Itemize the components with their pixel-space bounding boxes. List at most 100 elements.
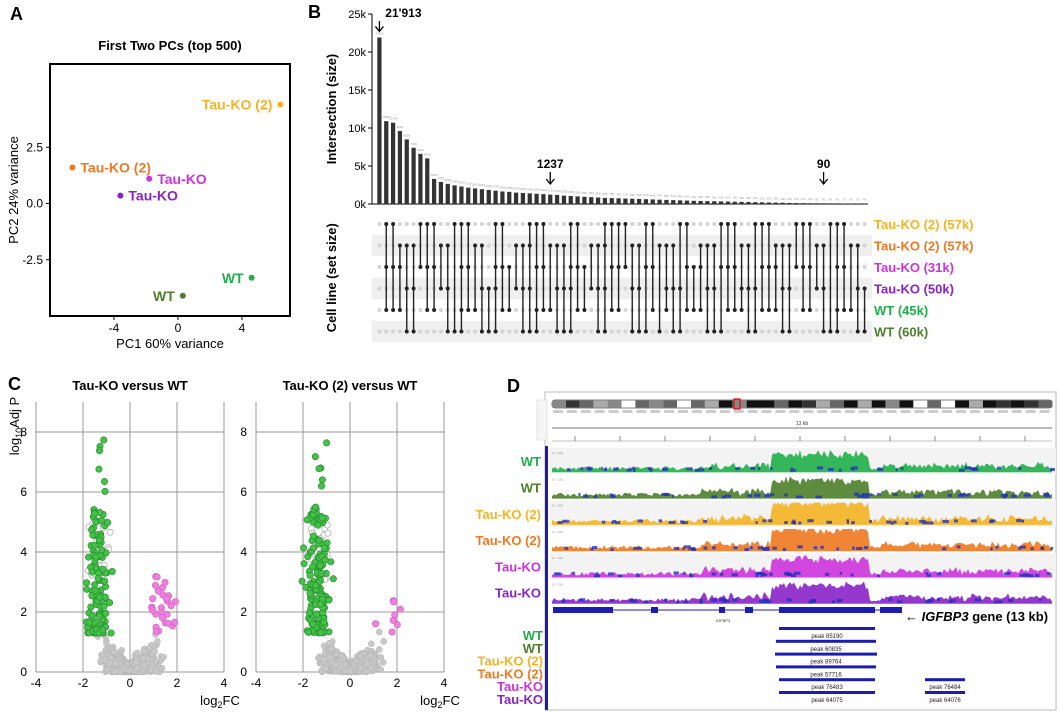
volcano-point-down xyxy=(309,564,315,570)
igv-ideogram-band xyxy=(872,401,886,408)
volcano-point-down xyxy=(307,590,313,596)
igv-peak-label: peak 89764 xyxy=(810,660,842,666)
igv-coverage-blue-segment xyxy=(1019,574,1026,577)
igv-coverage-blue-segment xyxy=(928,521,933,524)
volcano-point-up xyxy=(392,612,398,618)
upset-bar xyxy=(678,200,682,204)
upset-matrix-dot xyxy=(473,330,477,334)
upset-bar xyxy=(575,196,579,204)
upset-bar xyxy=(521,193,525,204)
volcano-point-ns xyxy=(325,530,331,536)
volcano-point-ns xyxy=(152,648,158,654)
igv-coverage-blue-segment xyxy=(618,574,623,577)
igv-coverage-blue-segment xyxy=(724,495,730,498)
upset-bar-value: 780 xyxy=(609,192,614,196)
igv-coverage-blue-segment xyxy=(951,599,956,602)
upset-matrix-dot xyxy=(562,222,566,226)
volcano-point-down xyxy=(316,465,322,471)
volcano-point-ns xyxy=(326,640,332,646)
igv-band-label xyxy=(998,410,1008,413)
volcano-point-ns xyxy=(118,668,124,674)
volcano-y-tick-label: 2 xyxy=(20,605,27,619)
upset-bar-value: 950 xyxy=(582,191,587,195)
upset-bar-value: 570 xyxy=(657,194,662,198)
upset-matrix-dot xyxy=(487,265,491,269)
upset-bar xyxy=(664,200,668,204)
igv-coverage-blue-segment xyxy=(877,574,880,577)
igv-coverage-blue-segment xyxy=(564,547,568,550)
upset-matrix-dot xyxy=(377,265,381,269)
upset-bar xyxy=(637,199,641,204)
igv-coverage-blue-segment xyxy=(672,495,674,498)
volcano-point-down xyxy=(101,478,107,484)
igv-ideogram-band xyxy=(802,401,816,408)
upset-matrix-dot xyxy=(767,330,771,334)
igv-coverage-blue-segment xyxy=(839,469,842,472)
igv-coverage-blue-segment xyxy=(864,546,868,549)
upset-bar-value: 510 xyxy=(671,194,676,198)
igv-ideogram-band xyxy=(635,401,649,408)
upset-bar-value: 260 xyxy=(746,196,751,200)
upset-matrix-dot xyxy=(439,308,443,312)
upset-annotation: 1237 xyxy=(537,157,564,171)
igv-coverage-blue-segment xyxy=(684,601,688,604)
upset-bar xyxy=(726,202,730,204)
igv-peak-bar xyxy=(779,691,875,694)
upset-matrix-dot xyxy=(514,308,518,312)
igv-coverage-blue-segment xyxy=(791,521,796,524)
upset-bar xyxy=(808,203,812,204)
upset-matrix-dot xyxy=(712,222,716,226)
upset-matrix-dot xyxy=(781,222,785,226)
igv-band-label xyxy=(553,410,563,413)
igv-coverage-blue-segment xyxy=(664,493,670,496)
igv-coverage-blue-segment xyxy=(592,546,597,549)
volcano-point-down xyxy=(96,594,102,600)
upset-bar-value: 400 xyxy=(698,195,703,199)
volcano-y-tick-label: 4 xyxy=(20,545,27,559)
igv-coverage-blue-segment xyxy=(905,522,908,525)
igv-peak-label: peak 64076 xyxy=(929,698,961,704)
igv-coverage-blue-segment xyxy=(889,598,892,601)
upset-matrix-dot xyxy=(658,222,662,226)
volcano-plot-tau-ko-2: Tau-KO (2) versus WT-4 -2 0 2 402468log2FC xyxy=(240,378,460,710)
upset-bar xyxy=(500,191,504,204)
volcano-point-ns xyxy=(358,653,364,659)
igv-ideogram-band xyxy=(622,401,636,408)
igv-coverage-blue-segment xyxy=(814,546,818,549)
volcano-point-down xyxy=(312,504,318,510)
upset-bar xyxy=(569,196,573,204)
igv-band-label xyxy=(942,410,952,413)
igv-coverage-blue-segment xyxy=(1003,494,1008,497)
igv-coverage-blue-segment xyxy=(719,598,726,601)
igv-coverage-blue-segment xyxy=(877,468,883,471)
pca-x-tick-label: 0 xyxy=(175,321,182,335)
volcano-point-down xyxy=(100,437,106,443)
igv-ideogram-band xyxy=(691,401,705,408)
upset-bar-value: 1200 xyxy=(554,189,561,193)
igv-coverage-blue-segment xyxy=(580,467,583,470)
volcano-point-down xyxy=(319,477,325,483)
igv-coverage-blue-segment xyxy=(1027,574,1033,577)
igv-coverage-blue-segment xyxy=(674,547,679,550)
upset-matrix-dot xyxy=(576,330,580,334)
pca-point xyxy=(69,165,75,171)
igv-coverage-blue-segment xyxy=(703,520,707,523)
igv-coverage-blue-segment xyxy=(631,600,637,603)
upset-bar-value: 300 xyxy=(732,196,737,200)
igv-band-label xyxy=(720,410,730,413)
volcano-point-ns xyxy=(103,641,109,647)
igv-coverage-blue-segment xyxy=(674,572,679,575)
igv-coverage-blue-segment xyxy=(937,572,942,575)
upset-bar-value: 6600 xyxy=(417,148,424,152)
igv-band-label xyxy=(567,410,577,413)
volcano-point-ns xyxy=(133,659,139,665)
igv-coverage-blue-segment xyxy=(1050,547,1053,550)
upset-bar xyxy=(541,194,545,204)
upset-matrix-dot xyxy=(377,308,381,312)
upset-matrix-dot xyxy=(500,330,504,334)
igv-coverage-blue-segment xyxy=(567,468,571,471)
upset-bar xyxy=(767,202,771,204)
volcano-point-ns xyxy=(126,667,132,673)
volcano-point-down xyxy=(91,582,97,588)
igv-coverage-blue-segment xyxy=(861,494,863,497)
